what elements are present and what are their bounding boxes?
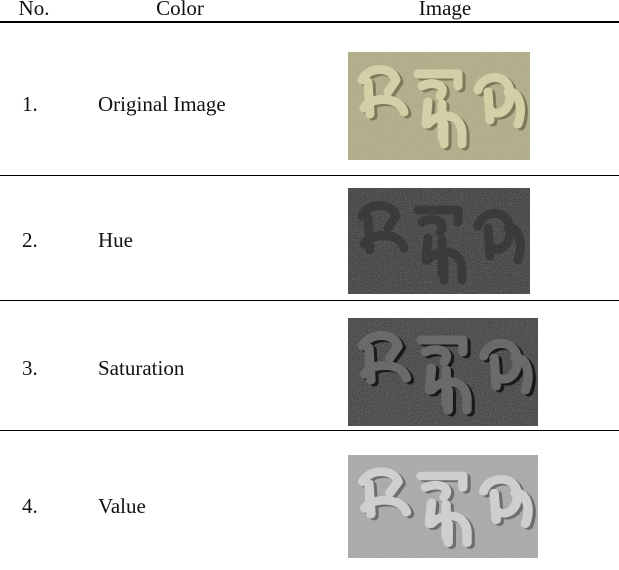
row-number: 3. bbox=[22, 356, 38, 380]
row-number: 1. bbox=[22, 92, 38, 116]
header-no: No. bbox=[18, 0, 50, 20]
row-color: Original Image bbox=[98, 92, 226, 116]
row-color: Value bbox=[98, 494, 146, 518]
header-image: Image bbox=[418, 0, 472, 20]
row-number: 2. bbox=[22, 228, 38, 252]
row-rule bbox=[0, 300, 619, 301]
hue-image bbox=[348, 188, 530, 294]
row-number: 4. bbox=[22, 494, 38, 518]
row-color: Hue bbox=[98, 228, 133, 252]
header-rule bbox=[0, 21, 619, 23]
row-rule bbox=[0, 175, 619, 176]
row-rule bbox=[0, 430, 619, 431]
value-image bbox=[348, 455, 538, 558]
row-color: Saturation bbox=[98, 356, 185, 380]
original-image bbox=[348, 52, 530, 160]
header-color: Color bbox=[156, 0, 204, 20]
saturation-image bbox=[348, 318, 538, 426]
